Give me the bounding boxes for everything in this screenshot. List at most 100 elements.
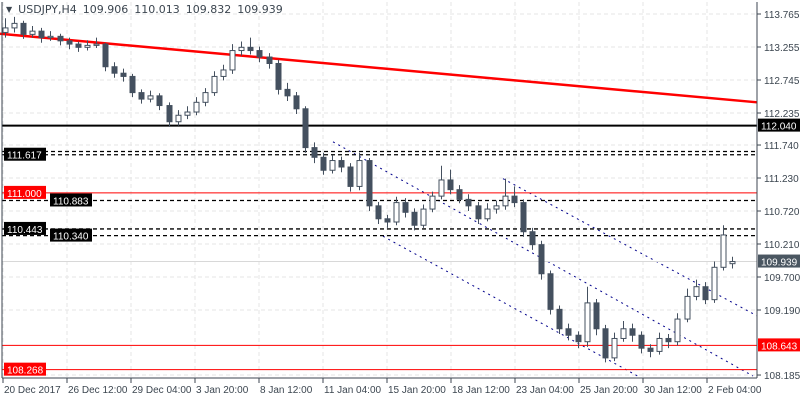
dropdown-arrow-icon[interactable]: ▼ bbox=[6, 5, 13, 14]
candle bbox=[547, 270, 554, 315]
candle bbox=[347, 163, 354, 192]
candle bbox=[193, 97, 200, 116]
candle-body bbox=[665, 337, 672, 343]
candle bbox=[338, 156, 345, 173]
candle bbox=[429, 191, 436, 213]
candle-body bbox=[475, 205, 482, 220]
candle bbox=[147, 90, 154, 103]
candle bbox=[674, 313, 681, 346]
candle bbox=[166, 102, 173, 127]
price-label-box bbox=[4, 221, 46, 235]
x-tick-label: 3 Jan 20:00 bbox=[196, 385, 249, 396]
candle-body bbox=[338, 160, 345, 168]
candle-body bbox=[38, 30, 45, 39]
candle bbox=[211, 71, 218, 96]
price-label-box bbox=[50, 193, 92, 207]
candle bbox=[729, 256, 736, 269]
candle bbox=[638, 331, 645, 354]
y-tick-label: 113.765 bbox=[764, 10, 800, 21]
candle bbox=[2, 18, 9, 38]
candle-body bbox=[575, 334, 582, 343]
candle-body bbox=[20, 22, 27, 35]
candle-body bbox=[529, 231, 536, 246]
candle-body bbox=[593, 302, 600, 330]
candle bbox=[538, 240, 545, 280]
price-level-label: 108.268 bbox=[7, 366, 44, 377]
candle bbox=[720, 225, 727, 271]
candle-body bbox=[629, 328, 636, 336]
candle bbox=[511, 186, 518, 208]
ohlc-low: 109.832 bbox=[185, 3, 232, 16]
candle bbox=[584, 286, 591, 347]
candle-body bbox=[120, 72, 127, 77]
candle-body bbox=[193, 101, 200, 113]
candle bbox=[175, 110, 182, 126]
candle bbox=[20, 20, 27, 39]
candle bbox=[75, 41, 82, 52]
candle bbox=[375, 201, 382, 224]
candle bbox=[266, 53, 273, 69]
price-label-box bbox=[758, 254, 800, 268]
price-level-label: 111.617 bbox=[7, 151, 42, 162]
candle-body bbox=[565, 328, 572, 336]
candle-body bbox=[656, 337, 663, 352]
symbol-label: USDJPY,H4 bbox=[18, 3, 77, 16]
y-tick-label: 113.255 bbox=[764, 43, 800, 54]
candle-body bbox=[402, 202, 409, 213]
candle bbox=[475, 201, 482, 224]
candle bbox=[493, 200, 500, 214]
candle-body bbox=[320, 156, 327, 171]
chart-title: ▼ USDJPY,H4 109.906 110.013 109.832 109.… bbox=[6, 3, 283, 16]
candle-body bbox=[429, 195, 436, 210]
candle-body bbox=[411, 211, 418, 226]
candle-body bbox=[2, 27, 9, 33]
x-tick-label: 29 Dec 04:00 bbox=[132, 385, 192, 396]
candle bbox=[220, 64, 227, 81]
ohlc-high: 110.013 bbox=[134, 3, 180, 16]
candle bbox=[138, 89, 145, 104]
candle-body bbox=[57, 35, 64, 42]
price-level-label: 110.883 bbox=[53, 196, 89, 207]
x-tick-label: 25 Jan 20:00 bbox=[580, 385, 638, 396]
candle-body bbox=[438, 179, 445, 197]
candle-body bbox=[584, 302, 591, 343]
candle bbox=[502, 178, 509, 210]
y-tick-label: 111.740 bbox=[764, 141, 799, 152]
candle bbox=[184, 106, 191, 120]
candle-body bbox=[375, 205, 382, 220]
candle bbox=[311, 142, 318, 164]
candle bbox=[329, 155, 336, 174]
candle-body bbox=[156, 95, 163, 107]
candle-body bbox=[256, 50, 263, 58]
candle bbox=[529, 227, 536, 250]
candle-body bbox=[111, 66, 118, 74]
candle-body bbox=[29, 30, 36, 35]
candle bbox=[29, 25, 36, 38]
candle bbox=[593, 299, 600, 336]
candle bbox=[129, 73, 136, 98]
candle bbox=[565, 323, 572, 341]
candle bbox=[47, 31, 54, 41]
x-tick-label: 15 Jan 20:00 bbox=[388, 385, 446, 396]
candle-body bbox=[465, 198, 472, 207]
candle bbox=[366, 157, 373, 212]
resistance-trendline bbox=[0, 32, 758, 104]
candle bbox=[275, 59, 282, 95]
candle bbox=[411, 208, 418, 231]
candle bbox=[402, 198, 409, 218]
candle-body bbox=[66, 40, 73, 45]
candle bbox=[520, 199, 527, 237]
y-tick-label: 112.235 bbox=[764, 109, 800, 120]
y-tick-label: 110.720 bbox=[764, 207, 800, 218]
x-tick-label: 30 Jan 12:00 bbox=[644, 385, 702, 396]
candle bbox=[656, 332, 663, 355]
candle-body bbox=[311, 147, 318, 158]
candle bbox=[11, 16, 18, 33]
price-level-label: 110.443 bbox=[7, 225, 43, 236]
candle-body bbox=[384, 218, 391, 223]
x-tick-label: 20 Dec 2017 bbox=[4, 385, 61, 396]
candle bbox=[293, 91, 300, 114]
x-tick-label: 18 Jan 12:00 bbox=[452, 385, 510, 396]
candle bbox=[256, 46, 263, 63]
